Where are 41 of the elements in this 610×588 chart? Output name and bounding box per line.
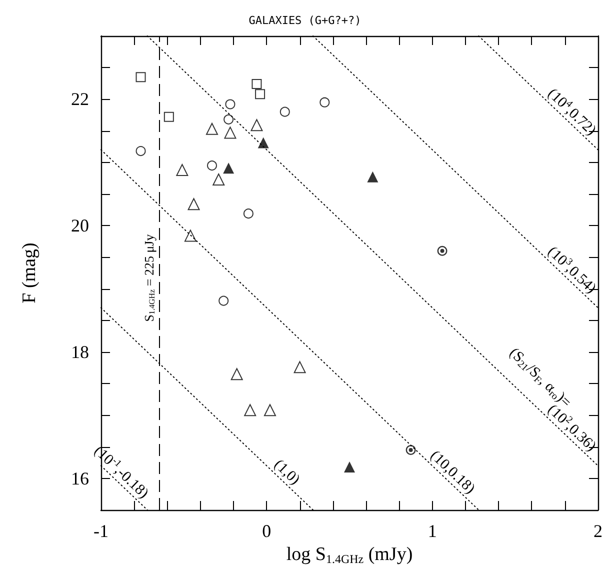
point bbox=[294, 361, 306, 374]
point bbox=[206, 122, 218, 135]
point bbox=[264, 404, 276, 416]
point bbox=[255, 89, 266, 100]
x-tick-label: 2 bbox=[594, 521, 602, 541]
y-tick-label: 16 bbox=[71, 468, 89, 488]
point bbox=[188, 198, 200, 210]
x-tick-label: 0 bbox=[262, 521, 272, 541]
point bbox=[176, 164, 188, 176]
y-tick-label: 18 bbox=[71, 342, 89, 362]
point bbox=[320, 97, 330, 108]
chart-title: GALAXIES (G+G?+?) bbox=[248, 14, 362, 27]
x-tick-label: -1 bbox=[94, 521, 108, 541]
point bbox=[344, 462, 355, 473]
text: (1,0) bbox=[270, 456, 303, 488]
point bbox=[207, 160, 217, 171]
y-tick-label: 20 bbox=[71, 216, 89, 236]
point bbox=[224, 126, 236, 139]
point bbox=[252, 79, 262, 90]
point bbox=[230, 368, 243, 380]
point bbox=[223, 162, 234, 174]
y-tick-label: 22 bbox=[71, 89, 89, 110]
point bbox=[136, 72, 146, 82]
point bbox=[184, 230, 196, 242]
x-tick-label: 1 bbox=[428, 521, 437, 541]
point bbox=[136, 146, 146, 156]
point bbox=[250, 119, 263, 132]
point bbox=[212, 173, 225, 186]
point bbox=[164, 112, 174, 122]
annotation: S1.4GHz = 225 μJy bbox=[142, 234, 156, 322]
point bbox=[243, 208, 254, 219]
point bbox=[218, 296, 229, 306]
point bbox=[280, 106, 290, 117]
point bbox=[244, 404, 256, 416]
point bbox=[367, 171, 378, 182]
point bbox=[225, 99, 236, 110]
point bbox=[406, 444, 416, 455]
point bbox=[224, 114, 234, 124]
point bbox=[258, 137, 269, 148]
y-axis-title: F (mag) bbox=[19, 242, 40, 304]
point bbox=[437, 246, 448, 256]
